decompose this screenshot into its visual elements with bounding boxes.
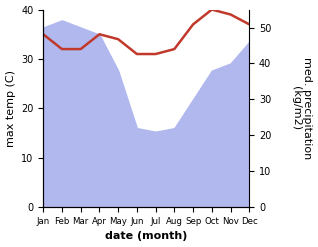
- Y-axis label: med. precipitation
(kg/m2): med. precipitation (kg/m2): [291, 57, 313, 160]
- X-axis label: date (month): date (month): [105, 231, 187, 242]
- Y-axis label: max temp (C): max temp (C): [5, 70, 16, 147]
